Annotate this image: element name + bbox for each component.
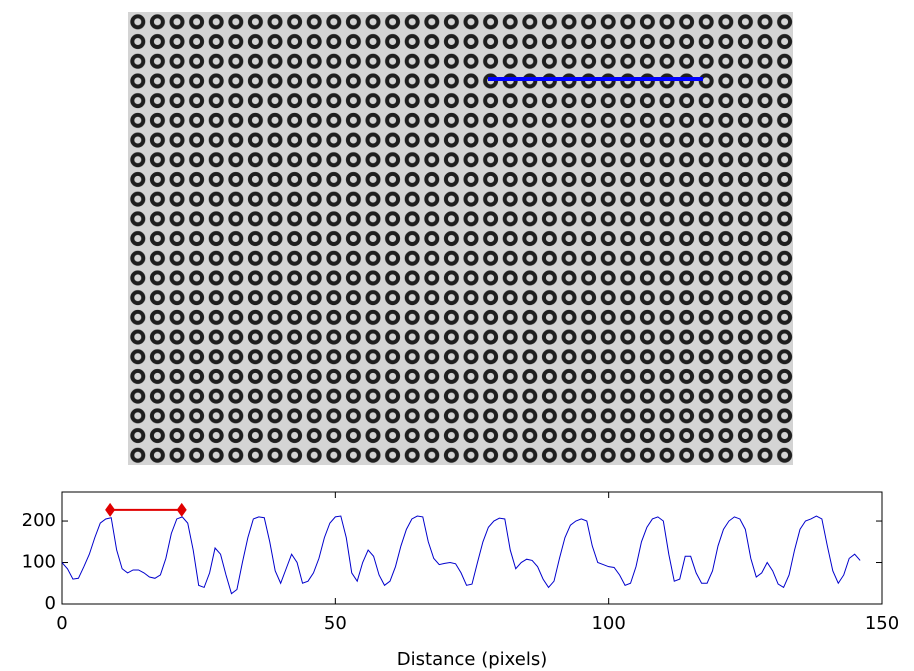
x-tick-label: 100: [591, 613, 625, 634]
y-tick-label: 0: [45, 593, 56, 614]
micrograph: [128, 12, 793, 465]
x-axis-label: Distance (pixels): [397, 649, 547, 670]
y-tick-label: 200: [22, 510, 56, 531]
image-dots: [128, 12, 793, 465]
profile-plot: 0 50 100 150 0 100 200: [22, 491, 899, 634]
y-tick-label: 100: [22, 552, 56, 573]
x-tick-label: 150: [865, 613, 899, 634]
x-tick-label: 0: [56, 613, 67, 634]
profile-line: [61, 515, 861, 595]
measure-marker: [105, 502, 116, 517]
measure-marker: [176, 502, 187, 517]
x-tick-label: 50: [324, 613, 347, 634]
